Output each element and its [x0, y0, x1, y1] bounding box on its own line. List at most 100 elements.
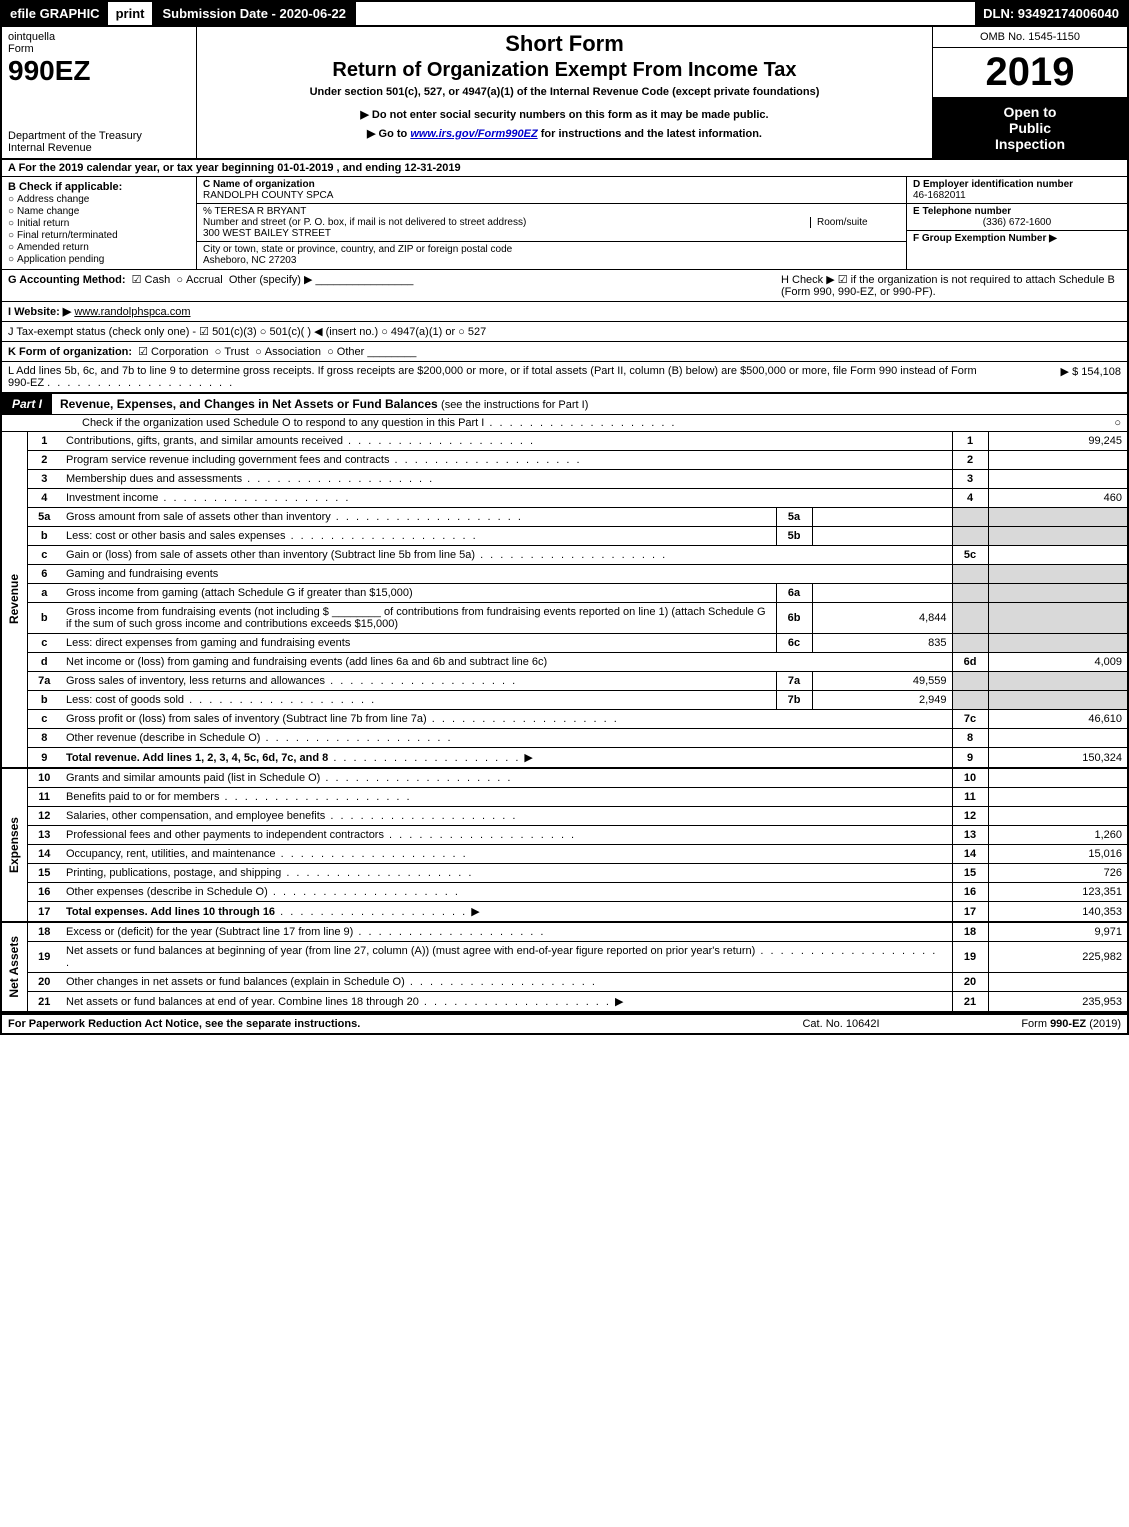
line-1: Revenue 1 Contributions, gifts, grants, … [1, 432, 1128, 451]
chk-final[interactable]: Final return/terminated [8, 230, 190, 241]
phone-label: E Telephone number [913, 206, 1121, 217]
irs-link[interactable]: www.irs.gov/Form990EZ [410, 128, 537, 140]
val-4: 460 [988, 489, 1128, 508]
form-number: 990EZ [8, 55, 190, 87]
val-20 [988, 973, 1128, 992]
col-b: B Check if applicable: Address change Na… [2, 177, 197, 269]
line-19: 19Net assets or fund balances at beginni… [1, 942, 1128, 973]
corp-check[interactable] [138, 346, 151, 358]
val-6d: 4,009 [988, 653, 1128, 672]
line-18: Net Assets 18Excess or (deficit) for the… [1, 922, 1128, 942]
line-13: 13Professional fees and other payments t… [1, 826, 1128, 845]
tax-exempt-status: J Tax-exempt status (check only one) - ☑… [8, 325, 1121, 338]
accrual-check[interactable] [176, 274, 186, 286]
line-6: 6Gaming and fundraising events [1, 565, 1128, 584]
short-form-title: Short Form [205, 31, 924, 57]
line-6b: b Gross income from fundraising events (… [1, 603, 1128, 634]
line-5c: cGain or (loss) from sale of assets othe… [1, 546, 1128, 565]
val-7b: 2,949 [812, 691, 952, 710]
side-netassets: Net Assets [7, 936, 21, 998]
val-5c [988, 546, 1128, 565]
val-18: 9,971 [988, 922, 1128, 942]
open-inspection: Open to Public Inspection [933, 98, 1127, 158]
dept-line2: Internal Revenue [8, 142, 190, 154]
val-7a: 49,559 [812, 672, 952, 691]
ein-label: D Employer identification number [913, 179, 1121, 190]
line-2: 2Program service revenue including gover… [1, 451, 1128, 470]
row-j: J Tax-exempt status (check only one) - ☑… [0, 322, 1129, 342]
row-g-h: G Accounting Method: Cash Accrual Other … [0, 270, 1129, 302]
accounting-method: G Accounting Method: Cash Accrual Other … [8, 273, 781, 298]
print-label[interactable]: print [108, 2, 153, 25]
h-schedule-b: H Check ▶ ☑ if the organization is not r… [781, 273, 1121, 298]
line-8: 8Other revenue (describe in Schedule O) … [1, 729, 1128, 748]
line-15: 15Printing, publications, postage, and s… [1, 864, 1128, 883]
header-center: Short Form Return of Organization Exempt… [197, 27, 932, 158]
chk-address[interactable]: Address change [8, 194, 190, 205]
ssn-note: ▶ Do not enter social security numbers o… [205, 108, 924, 121]
line-5a: 5aGross amount from sale of assets other… [1, 508, 1128, 527]
website-value[interactable]: www.randolphspca.com [74, 306, 190, 318]
chk-pending[interactable]: Application pending [8, 254, 190, 265]
row-k: K Form of organization: Corporation Trus… [0, 342, 1129, 362]
val-9: 150,324 [988, 748, 1128, 769]
header-right: OMB No. 1545-1150 2019 Open to Public In… [932, 27, 1127, 158]
org-name: RANDOLPH COUNTY SPCA [203, 190, 900, 201]
efile-label: efile GRAPHIC [2, 2, 108, 25]
return-title: Return of Organization Exempt From Incom… [205, 59, 924, 82]
val-1: 99,245 [988, 432, 1128, 451]
chk-amended[interactable]: Amended return [8, 242, 190, 253]
k-label: K Form of organization: [8, 346, 132, 358]
chk-name[interactable]: Name change [8, 206, 190, 217]
open-line1: Open to [937, 104, 1123, 120]
goto-post: for instructions and the latest informat… [538, 128, 762, 140]
l-amount: ▶ $ 154,108 [1001, 365, 1121, 389]
col-c: C Name of organization RANDOLPH COUNTY S… [197, 177, 907, 269]
row-l: L Add lines 5b, 6c, and 7b to line 9 to … [0, 362, 1129, 394]
part1-header: Part I Revenue, Expenses, and Changes in… [0, 394, 1129, 415]
line-7b: bLess: cost of goods sold 7b2,949 [1, 691, 1128, 710]
tax-year: 2019 [933, 48, 1127, 98]
val-5b [812, 527, 952, 546]
footer-right: Form 990-EZ (2019) [941, 1018, 1121, 1030]
row-a-tax-year: A For the 2019 calendar year, or tax yea… [0, 160, 1129, 177]
chk-initial[interactable]: Initial return [8, 218, 190, 229]
section-bcdef: B Check if applicable: Address change Na… [0, 177, 1129, 270]
side-expenses: Expenses [7, 817, 21, 873]
care-of: % TERESA R BRYANT [203, 206, 900, 217]
trust-check[interactable] [215, 346, 225, 358]
other-check[interactable] [327, 346, 337, 358]
line-14: 14Occupancy, rent, utilities, and mainte… [1, 845, 1128, 864]
val-10 [988, 768, 1128, 788]
val-14: 15,016 [988, 845, 1128, 864]
org-name-label: C Name of organization [203, 179, 900, 190]
val-21: 235,953 [988, 992, 1128, 1013]
part1-check-note: Check if the organization used Schedule … [0, 415, 1129, 432]
open-line3: Inspection [937, 136, 1123, 152]
row-i: I Website: ▶ www.randolphspca.com [0, 302, 1129, 322]
val-6c: 835 [812, 634, 952, 653]
assoc-check[interactable] [255, 346, 265, 358]
org-name-row: C Name of organization RANDOLPH COUNTY S… [197, 177, 906, 204]
part1-title: Revenue, Expenses, and Changes in Net As… [52, 394, 1127, 414]
footer-left: For Paperwork Reduction Act Notice, see … [8, 1018, 741, 1030]
form-of-org: K Form of organization: Corporation Trus… [8, 345, 1121, 358]
header-left: ointquella Form 990EZ Department of the … [2, 27, 197, 158]
line-12: 12Salaries, other compensation, and empl… [1, 807, 1128, 826]
part1-check-box[interactable]: ○ [1114, 417, 1121, 429]
val-16: 123,351 [988, 883, 1128, 902]
goto-note: ▶ Go to www.irs.gov/Form990EZ for instru… [205, 127, 924, 140]
line-9: 9Total revenue. Add lines 1, 2, 3, 4, 5c… [1, 748, 1128, 769]
cash-check[interactable] [132, 274, 145, 286]
street-label: Number and street (or P. O. box, if mail… [203, 217, 526, 228]
street-value: 300 WEST BAILEY STREET [203, 228, 900, 239]
lines-table: Revenue 1 Contributions, gifts, grants, … [0, 432, 1129, 1013]
dln-label: DLN: 93492174006040 [975, 2, 1127, 25]
val-6a [812, 584, 952, 603]
line-16: 16Other expenses (describe in Schedule O… [1, 883, 1128, 902]
footer-center: Cat. No. 10642I [741, 1018, 941, 1030]
line-3: 3Membership dues and assessments 3 [1, 470, 1128, 489]
phone-value: (336) 672-1600 [913, 217, 1121, 228]
val-11 [988, 788, 1128, 807]
room-label: Room/suite [810, 217, 900, 228]
